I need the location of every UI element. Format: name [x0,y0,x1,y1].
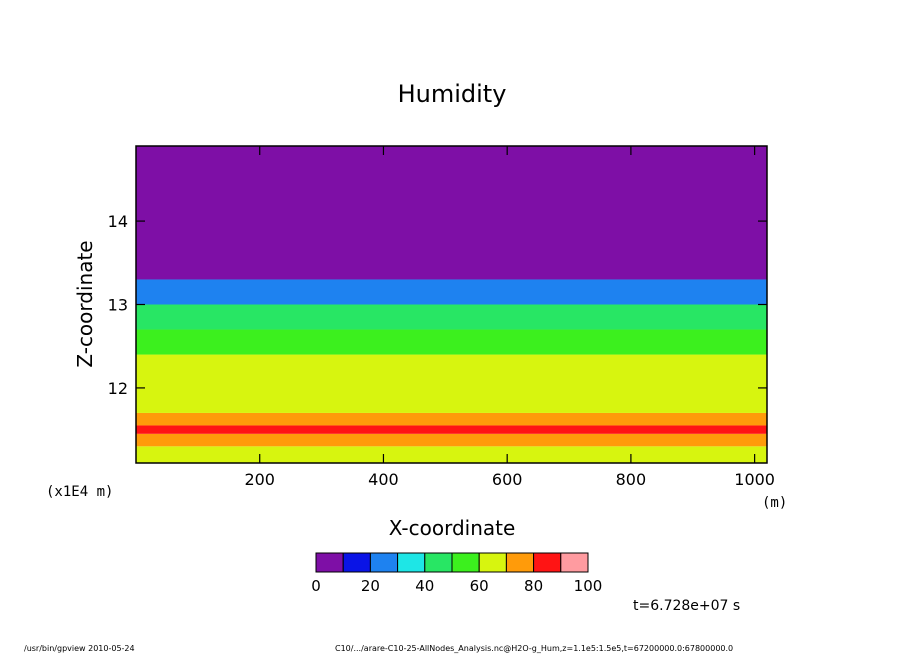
x-axis-unit: (m) [762,495,787,511]
x-tick-label: 1000 [734,470,775,489]
y-axis-unit: (x1E4 m) [46,484,113,500]
humidity-layer-6 [136,304,767,330]
humidity-layer-1 [136,433,767,447]
y-tick-label: 14 [108,212,128,231]
x-axis-ticks: 200 400 600 800 1000 [244,146,775,489]
colorbar-tick-label: 60 [470,577,489,595]
time-label: t=6.728e+07 s [633,598,740,614]
colorbar-tick-label: 20 [361,577,380,595]
colorbar-swatch [397,552,426,573]
colorbar-tick-label: 40 [415,577,434,595]
x-axis-label: X-coordinate [389,516,516,540]
colorbar: 0 20 40 60 80 100 [311,552,603,595]
humidity-layer-0 [136,446,767,463]
colorbar-tick-label: 100 [574,577,603,595]
y-tick-label: 12 [108,379,128,398]
x-tick-label: 400 [368,470,399,489]
humidity-layer-2 [136,425,767,434]
x-tick-label: 800 [616,470,647,489]
x-tick-label: 200 [244,470,275,489]
colorbar-tick-label: 80 [524,577,543,595]
contour-plot-area [136,146,767,463]
footer-program: /usr/bin/gpview 2010-05-24 [24,644,135,653]
y-axis-ticks: 12 13 14 [108,212,767,398]
colorbar-swatch [560,552,589,573]
humidity-layer-4 [136,354,767,413]
x-tick-label: 600 [492,470,523,489]
humidity-layer-8 [136,146,767,280]
footer-source: C10/.../arare-C10-25-AllNodes_Analysis.n… [335,644,733,653]
chart-title: Humidity [398,80,507,108]
colorbar-swatch [478,552,507,573]
colorbar-swatch [505,552,535,573]
colorbar-swatch [451,552,480,573]
colorbar-swatch [424,552,453,573]
humidity-layer-3 [136,412,767,426]
y-tick-label: 13 [108,296,128,315]
colorbar-swatch [315,552,344,573]
colorbar-swatch [533,552,562,573]
y-axis-label: Z-coordinate [73,240,97,367]
humidity-layer-7 [136,279,767,305]
colorbar-swatch [369,552,399,573]
humidity-layer-5 [136,329,767,355]
colorbar-swatch [342,552,371,573]
colorbar-tick-label: 0 [311,577,321,595]
